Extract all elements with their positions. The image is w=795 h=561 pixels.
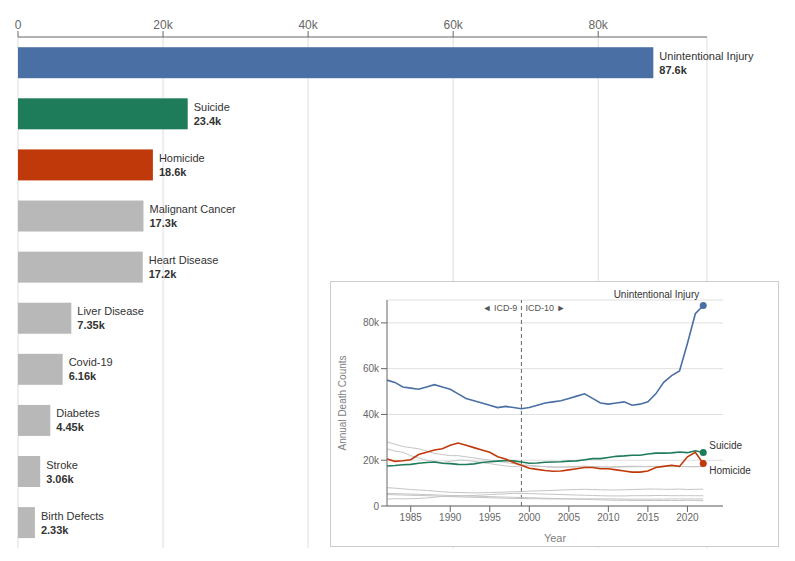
svg-text:20k: 20k: [153, 18, 173, 32]
svg-text:40k: 40k: [298, 18, 318, 32]
svg-text:60k: 60k: [443, 18, 463, 32]
svg-text:Stroke: Stroke: [46, 459, 78, 471]
svg-text:2005: 2005: [558, 512, 581, 523]
svg-text:1990: 1990: [439, 512, 462, 523]
svg-text:Suicide: Suicide: [194, 101, 230, 113]
svg-text:60k: 60k: [363, 363, 380, 374]
svg-text:ICD-10 ►: ICD-10 ►: [525, 303, 565, 313]
svg-text:2015: 2015: [637, 512, 660, 523]
svg-text:Malignant Cancer: Malignant Cancer: [149, 203, 236, 215]
svg-text:80k: 80k: [363, 317, 380, 328]
svg-text:Homicide: Homicide: [709, 465, 751, 476]
svg-text:Liver Disease: Liver Disease: [77, 305, 144, 317]
svg-text:0: 0: [15, 18, 22, 32]
svg-text:Suicide: Suicide: [709, 440, 742, 451]
svg-text:◄ ICD-9: ◄ ICD-9: [482, 303, 517, 313]
svg-text:20k: 20k: [363, 455, 380, 466]
svg-text:18.6k: 18.6k: [159, 166, 187, 178]
svg-text:40k: 40k: [363, 409, 380, 420]
svg-text:Unintentional Injury: Unintentional Injury: [659, 50, 754, 62]
svg-text:17.2k: 17.2k: [149, 268, 177, 280]
svg-text:23.4k: 23.4k: [194, 115, 222, 127]
svg-text:80k: 80k: [589, 18, 609, 32]
svg-text:1995: 1995: [479, 512, 502, 523]
svg-text:3.06k: 3.06k: [46, 473, 74, 485]
svg-text:Covid-19: Covid-19: [69, 356, 113, 368]
svg-text:7.35k: 7.35k: [77, 319, 105, 331]
svg-text:2000: 2000: [518, 512, 541, 523]
svg-text:87.6k: 87.6k: [659, 64, 687, 76]
svg-text:Unintentional Injury: Unintentional Injury: [614, 289, 700, 300]
svg-text:4.45k: 4.45k: [56, 421, 84, 433]
svg-text:1985: 1985: [400, 512, 423, 523]
svg-text:2.33k: 2.33k: [41, 524, 69, 536]
svg-text:2020: 2020: [676, 512, 699, 523]
svg-text:Heart Disease: Heart Disease: [149, 254, 219, 266]
svg-text:Birth Defects: Birth Defects: [41, 510, 104, 522]
svg-text:17.3k: 17.3k: [149, 217, 177, 229]
svg-text:Diabetes: Diabetes: [56, 407, 100, 419]
svg-text:2010: 2010: [597, 512, 620, 523]
svg-text:Year: Year: [544, 532, 567, 544]
svg-text:0: 0: [373, 501, 379, 512]
svg-text:6.16k: 6.16k: [69, 370, 97, 382]
svg-text:Homicide: Homicide: [159, 152, 205, 164]
svg-text:Annual Death Counts: Annual Death Counts: [337, 355, 348, 450]
